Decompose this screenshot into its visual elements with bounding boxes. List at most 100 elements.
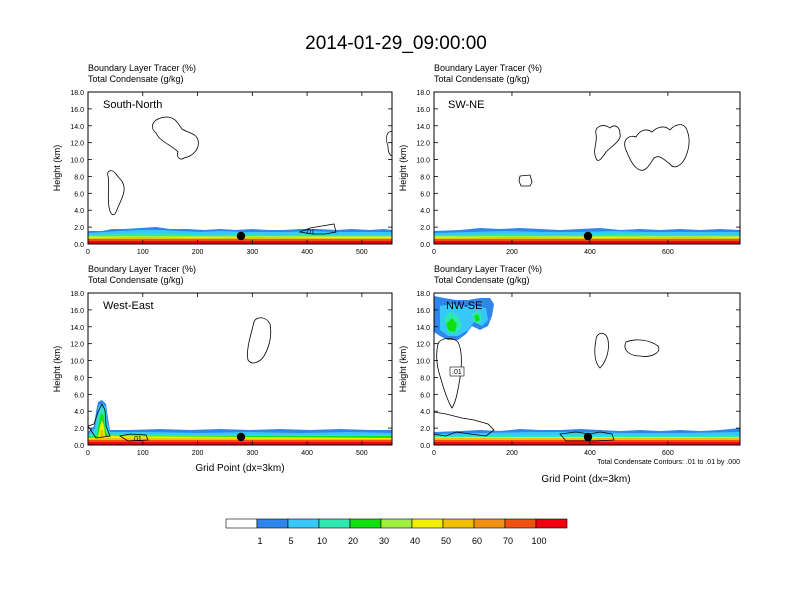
- x-tick-label: 0: [86, 249, 90, 256]
- x-tick-label: 300: [246, 450, 258, 457]
- x-tick-label: 0: [432, 450, 436, 457]
- y-tick-label: 0.0: [420, 443, 430, 450]
- y-tick-label: 4.0: [74, 208, 84, 215]
- axes: 0.0 2.0 4.0 6.0 8.0 10.0 12.0 14.0 16.0 18.0 0 200 4…: [416, 90, 740, 256]
- x-axis-title: Grid Point (dx=3km): [195, 463, 284, 474]
- condensate-region-30: [446, 318, 457, 332]
- x-tick-label: 500: [356, 450, 368, 457]
- y-tick-label: 12.0: [70, 342, 84, 349]
- panel-label: NW-SE: [446, 300, 482, 312]
- condensate-contour: [152, 116, 199, 160]
- x-tick-label: 300: [246, 249, 258, 256]
- plot-field: [88, 293, 392, 445]
- location-marker: [583, 432, 593, 442]
- tracer-band-20: [88, 408, 392, 445]
- axes: 0.0 2.0 4.0 6.0 8.0 10.0 12.0 14.0 16.0 18.0 0 200 4…: [416, 291, 740, 457]
- x-tick-label: 600: [662, 249, 674, 256]
- panel-sw-ne: Boundary Layer Tracer (%) Total Condensa…: [398, 63, 741, 256]
- y-tick-label: 4.0: [74, 409, 84, 416]
- footnote: Total Condensate Contours: .01 to .01 by…: [597, 459, 740, 466]
- y-tick-label: 10.0: [70, 359, 84, 366]
- contour-label: .01: [452, 369, 462, 376]
- y-tick-label: 2.0: [420, 225, 430, 232]
- axes: 0.0 2.0 4.0 6.0 8.0 10.0 12.0 14.0 16.0 18.0 0 100 2…: [70, 90, 392, 256]
- tracer-band-100: [434, 442, 740, 445]
- location-marker: [236, 231, 246, 241]
- colorbar-label: 1: [257, 536, 262, 546]
- condensate-contour: [107, 170, 125, 216]
- condensate-contour: [386, 131, 392, 157]
- colorbar-swatch: [349, 518, 382, 529]
- y-axis-title: Height (km): [52, 145, 62, 192]
- tracer-band-100: [88, 241, 392, 244]
- y-tick-label: 6.0: [420, 191, 430, 198]
- y-tick-label: 8.0: [420, 375, 430, 382]
- plot-frame: [433, 292, 741, 446]
- y-tick-label: 2.0: [74, 426, 84, 433]
- y-axis-title: Height (km): [52, 346, 62, 393]
- colorbar-label: 10: [317, 536, 327, 546]
- y-tick-label: 4.0: [420, 409, 430, 416]
- plot-field: [434, 293, 740, 445]
- colorbar-label: 5: [288, 536, 293, 546]
- x-tick-label: 100: [137, 450, 149, 457]
- colorbar-swatch: [256, 518, 289, 529]
- panel-header-line1: Boundary Layer Tracer (%): [88, 264, 196, 274]
- x-tick-label: 200: [192, 450, 204, 457]
- condensate-contour: [594, 332, 609, 369]
- condensate-contour: [559, 431, 615, 442]
- plot-frame: [433, 91, 741, 245]
- y-tick-label: 4.0: [420, 208, 430, 215]
- y-tick-label: 8.0: [74, 174, 84, 181]
- panel-header-line2: Total Condensate (g/kg): [88, 275, 184, 285]
- x-tick-label: 500: [356, 249, 368, 256]
- x-tick-label: 0: [432, 249, 436, 256]
- y-tick-label: 18.0: [416, 291, 430, 298]
- colorbar-label: 40: [410, 536, 420, 546]
- colorbar-swatch: [287, 518, 320, 529]
- background-field: [434, 92, 740, 244]
- y-tick-label: 14.0: [70, 325, 84, 332]
- panel-west-east: Boundary Layer Tracer (%) Total Condensa…: [52, 264, 393, 474]
- tracer-band-100: [434, 241, 740, 244]
- y-tick-label: 10.0: [416, 158, 430, 165]
- background-field: [88, 293, 392, 445]
- y-tick-label: 18.0: [416, 90, 430, 97]
- panel-header-line2: Total Condensate (g/kg): [434, 74, 530, 84]
- panel-header-line2: Total Condensate (g/kg): [88, 74, 184, 84]
- y-tick-label: 16.0: [416, 107, 430, 114]
- y-tick-label: 0.0: [420, 242, 430, 249]
- panel-label: West-East: [103, 300, 154, 312]
- x-tick-label: 400: [584, 450, 596, 457]
- colorbar-label: 30: [379, 536, 389, 546]
- colorbar-label: 50: [441, 536, 451, 546]
- y-tick-label: 6.0: [74, 191, 84, 198]
- y-tick-label: 14.0: [416, 124, 430, 131]
- panel-header-line2: Total Condensate (g/kg): [434, 275, 530, 285]
- axes: 0.0 2.0 4.0 6.0 8.0 10.0 12.0 14.0 16.0 18.0 0 100 2…: [70, 291, 392, 457]
- x-tick-label: 400: [301, 249, 313, 256]
- plot-field: [88, 92, 392, 244]
- y-tick-label: 2.0: [420, 426, 430, 433]
- location-marker: [583, 231, 593, 241]
- location-marker: [236, 432, 246, 442]
- tracer-band-100: [88, 442, 392, 445]
- condensate-contour: [624, 124, 690, 171]
- condensate-contour: [624, 339, 660, 357]
- x-tick-label: 200: [506, 249, 518, 256]
- plot-frame: [87, 91, 393, 245]
- contour-label: .01: [305, 229, 315, 236]
- panel-south-north: Boundary Layer Tracer (%) Total Condensa…: [52, 63, 393, 256]
- y-tick-label: 0.0: [74, 443, 84, 450]
- condensate-contour: [298, 223, 337, 235]
- figure-title: 2014-01-29_09:00:00: [305, 33, 487, 54]
- panel-header-line1: Boundary Layer Tracer (%): [434, 63, 542, 73]
- y-tick-label: 18.0: [70, 90, 84, 97]
- x-tick-label: 200: [192, 249, 204, 256]
- condensate-contour: [594, 125, 621, 161]
- tracer-band-10: [88, 403, 392, 445]
- panel-header-line1: Boundary Layer Tracer (%): [434, 264, 542, 274]
- y-tick-label: 14.0: [416, 325, 430, 332]
- y-tick-label: 16.0: [70, 107, 84, 114]
- colorbar-swatch: [504, 518, 537, 529]
